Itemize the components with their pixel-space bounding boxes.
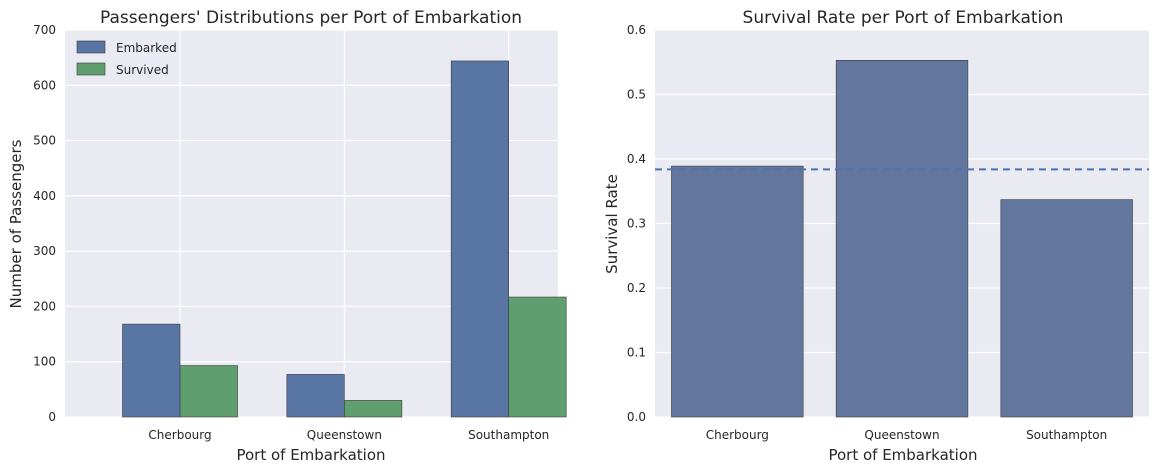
y-tick-label: 0.2 — [627, 281, 646, 295]
bar-embarked-cherbourg — [122, 323, 181, 418]
bar-cherbourg — [671, 165, 804, 418]
x-tick-label: Southampton — [468, 428, 549, 442]
legend-label-survived: Survived — [116, 63, 169, 77]
x-tick-label: Queenstown — [864, 428, 939, 442]
y-tick-label: 100 — [33, 355, 56, 369]
legend-swatch-embarked — [76, 40, 106, 54]
bar-survived-queenstown — [344, 400, 403, 418]
x-tick-label: Cherbourg — [706, 428, 769, 442]
bar-southampton — [1000, 199, 1133, 418]
x-tick-label: Southampton — [1026, 428, 1107, 442]
y-tick-label: 0.1 — [627, 346, 646, 360]
y-tick-label: 200 — [33, 299, 56, 313]
bar-queenstown — [835, 60, 969, 418]
y-tick-label: 600 — [33, 78, 56, 92]
chart-title: Passengers' Distributions per Port of Em… — [100, 8, 522, 28]
legend-label-embarked: Embarked — [116, 41, 177, 55]
x-axis-label: Port of Embarkation — [828, 446, 977, 464]
y-tick-label: 500 — [33, 134, 56, 148]
x-tick-label: Cherbourg — [148, 428, 211, 442]
chart-title: Survival Rate per Port of Embarkation — [743, 8, 1064, 28]
x-tick-label: Queenstown — [307, 428, 382, 442]
y-tick-label: 400 — [33, 189, 56, 203]
y-tick-label: 0.4 — [627, 152, 646, 166]
y-tick-label: 0.3 — [627, 217, 646, 231]
bar-survived-southampton — [508, 296, 567, 418]
y-tick-labels: 0 100 200 300 400 500 600 700 — [33, 23, 56, 424]
x-axis-label: Port of Embarkation — [236, 446, 385, 464]
x-tick-labels: Cherbourg Queenstown Southampton — [706, 428, 1108, 442]
y-tick-labels: 0.0 0.1 0.2 0.3 0.4 0.5 0.6 — [627, 23, 646, 424]
bar-embarked-queenstown — [286, 374, 345, 418]
y-tick-label: 300 — [33, 244, 56, 258]
legend-swatch-survived — [76, 62, 106, 76]
passenger-distribution-chart: 0 100 200 300 400 500 600 700 Cherbourg Queensto… — [7, 8, 567, 464]
y-tick-label: 700 — [33, 23, 56, 37]
bars — [122, 60, 567, 418]
bar-embarked-southampton — [450, 60, 509, 418]
legend: Embarked Survived — [76, 40, 177, 77]
y-axis-label: Survival Rate — [603, 174, 621, 274]
y-tick-label: 0 — [48, 410, 56, 424]
bar-survived-cherbourg — [179, 365, 238, 418]
y-axis-label: Number of Passengers — [7, 139, 25, 308]
x-tick-labels: Cherbourg Queenstown Southampton — [148, 428, 549, 442]
bars — [671, 60, 1133, 418]
survival-rate-chart: 0.0 0.1 0.2 0.3 0.4 0.5 0.6 Cherbourg Queenstow… — [603, 8, 1149, 464]
y-tick-label: 0.0 — [627, 410, 646, 424]
y-tick-label: 0.5 — [627, 88, 646, 102]
y-tick-label: 0.6 — [627, 23, 646, 37]
